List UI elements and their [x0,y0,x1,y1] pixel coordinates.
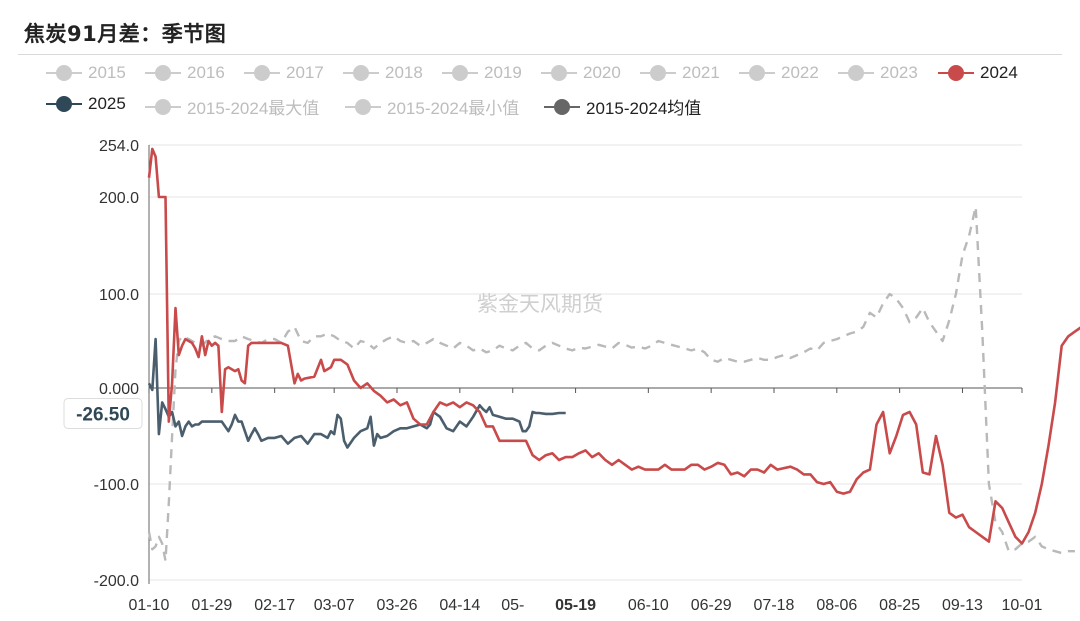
legend-label: 2015-2024均值 [586,99,702,118]
chart-title: 焦炭91月差：季节图 [24,22,227,46]
title-divider [18,54,1062,55]
legend-item-2015-2024均值[interactable]: 2015-2024均值 [544,94,701,119]
x-tick-label: 05- [501,597,524,614]
pointer-value-label: -26.50 [76,404,130,425]
legend-marker-icon [345,98,381,115]
legend-marker-icon [838,65,874,81]
legend-item-2025[interactable]: 2025 [46,94,126,114]
legend-marker-icon [544,98,580,115]
legend-item-2015[interactable]: 2015 [46,63,126,83]
series-line-2025 [147,337,566,449]
legend-marker-icon [46,96,82,112]
legend-item-2023[interactable]: 2023 [838,63,918,83]
legend-marker-icon [145,98,181,115]
x-tick-label: 06-10 [628,597,669,614]
y-tick-label: -100.0 [94,477,139,494]
x-tick-label: 01-10 [129,597,170,614]
legend-item-2017[interactable]: 2017 [244,63,324,83]
x-tick-label: 02-17 [254,597,295,614]
legend-marker-icon [343,65,379,81]
legend-label: 2023 [880,63,918,82]
legend-marker-icon [541,65,577,81]
legend-label: 2017 [286,63,324,82]
legend-label: 2020 [583,63,621,82]
series-line-2024 [147,147,1080,545]
legend-item-2020[interactable]: 2020 [541,63,621,83]
y-tick-label: 254.0 [99,138,139,155]
legend-item-2015-2024最大值[interactable]: 2015-2024最大值 [145,94,319,119]
x-tick-label: 08-06 [816,597,857,614]
legend-item-2022[interactable]: 2022 [739,63,819,83]
pointer-value-box [63,397,143,429]
x-tick-label: 08-25 [879,597,920,614]
legend-label: 2019 [484,63,522,82]
legend-marker-icon [739,65,775,81]
legend-item-2015-2024最小值[interactable]: 2015-2024最小值 [345,94,519,119]
x-tick-label: 03-26 [377,597,418,614]
watermark: 紫金天风期货 [477,292,603,316]
legend-label: 2025 [88,94,126,113]
legend-marker-icon [244,65,280,81]
legend-label: 2015-2024最小值 [387,99,520,118]
y-tick-label: 0.000 [99,381,139,398]
legend-label: 2021 [682,63,720,82]
legend-marker-icon [46,65,82,81]
legend-marker-icon [640,65,676,81]
legend-item-2016[interactable]: 2016 [145,63,225,83]
series-line-2015-2024均值 [147,205,1075,562]
y-tick-label: 100.0 [99,287,139,304]
y-tick-label: -200.0 [94,573,139,590]
legend-label: 2022 [781,63,819,82]
legend-item-2019[interactable]: 2019 [442,63,522,83]
legend-marker-icon [145,65,181,81]
legend-label: 2015 [88,63,126,82]
legend-marker-icon [938,65,974,81]
x-tick-label: 03-07 [314,597,355,614]
x-tick-label: 07-18 [754,597,795,614]
x-tick-label: 05-19 [555,597,596,614]
legend-label: 2016 [187,63,225,82]
legend-item-2024[interactable]: 2024 [938,63,1018,83]
x-tick-label: 01-29 [191,597,232,614]
legend-marker-icon [442,65,478,81]
legend-item-2018[interactable]: 2018 [343,63,423,83]
legend-item-2021[interactable]: 2021 [640,63,720,83]
legend-label: 2018 [385,63,423,82]
x-tick-label: 06-29 [691,597,732,614]
x-tick-label: 09-13 [942,597,983,614]
legend-label: 2024 [980,63,1018,82]
legend-label: 2015-2024最大值 [187,99,320,118]
y-tick-label: 200.0 [99,190,139,207]
x-tick-label: 10-01 [1002,597,1043,614]
x-tick-label: 04-14 [439,597,480,614]
